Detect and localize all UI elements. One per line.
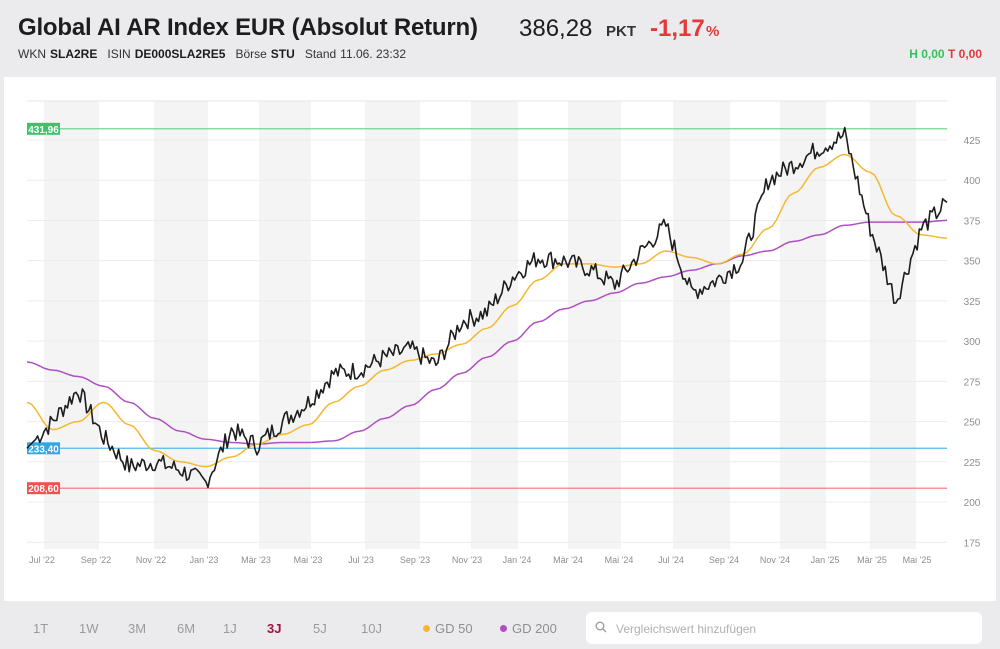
exchange-value: STU	[270, 47, 295, 61]
x-tick-label: Nov '23	[452, 555, 482, 565]
series-gd50	[26, 153, 948, 468]
month-band	[44, 101, 99, 549]
x-tick-label: Jan '25	[811, 555, 840, 565]
y-tick-label: 300	[964, 337, 981, 348]
legend-label: GD 200	[512, 621, 557, 636]
month-band	[259, 101, 311, 549]
series-kurs	[26, 126, 948, 489]
legend-dot-icon	[423, 625, 430, 632]
stand-label: Stand	[304, 47, 337, 61]
chart-area[interactable]: 175 200 225 250 275 300 325 350 375 400 425 Jul '22…	[4, 77, 996, 601]
reference-label: 431,96	[28, 125, 59, 136]
x-tick-label: Sep '22	[81, 555, 111, 565]
low-value: 0,00	[958, 47, 982, 61]
price-chart[interactable]: 175 200 225 250 275 300 325 350 375 400 425 Jul '22…	[4, 77, 996, 601]
instrument-title: Global AI AR Index EUR (Absolut Return)	[18, 14, 478, 41]
x-tick-label: Jul '23	[348, 555, 374, 565]
exchange-label: Börse	[235, 47, 267, 61]
x-tick-label: Sep '23	[400, 555, 430, 565]
y-tick-label: 225	[964, 458, 981, 469]
y-tick-label: 250	[964, 418, 981, 429]
x-tick-label: Nov '22	[136, 555, 166, 565]
instrument-meta: WKN SLA2RE ISIN DE000SLA2RE5 Börse STU Stan…	[18, 47, 410, 61]
legend-gd50[interactable]: GD 50	[423, 621, 473, 636]
search-icon	[595, 621, 607, 633]
y-tick-label: 375	[964, 216, 981, 227]
reference-label: 208,60	[28, 484, 59, 495]
x-tick-label: Jan '23	[190, 555, 219, 565]
y-tick-label: 200	[964, 498, 981, 509]
range-10j[interactable]: 10J	[361, 621, 382, 636]
x-tick-label: Mär '25	[857, 555, 887, 565]
reference-badge-start	[27, 442, 60, 455]
x-tick-label: Mär '23	[241, 555, 271, 565]
range-1w[interactable]: 1W	[79, 621, 99, 636]
x-tick-label: Sep '24	[709, 555, 739, 565]
low-label: T	[947, 47, 956, 61]
compare-search-input[interactable]	[614, 618, 968, 640]
y-tick-label: 400	[964, 176, 981, 187]
price-change-unit: %	[706, 23, 720, 40]
last-price: 386,28	[519, 15, 593, 42]
isin-label: ISIN	[107, 47, 131, 61]
isin-value: DE000SLA2RE5	[134, 47, 226, 61]
quote-header: Global AI AR Index EUR (Absolut Return) …	[0, 0, 1000, 77]
x-tick-label: Mai '25	[903, 555, 932, 565]
reference-badge-max	[27, 122, 60, 135]
y-tick-label: 175	[964, 538, 981, 549]
range-1j[interactable]: 1J	[223, 621, 237, 636]
high-value: 0,00	[921, 47, 945, 61]
month-band	[154, 101, 208, 549]
y-tick-label: 325	[964, 297, 981, 308]
chart-toolbar: 1T 1W 3M 6M 1J 3J 5J 10J GD 50 GD 200	[0, 601, 1000, 649]
month-band	[471, 101, 518, 549]
range-1t[interactable]: 1T	[33, 621, 49, 636]
reference-badge-min	[27, 482, 60, 495]
month-band	[568, 101, 621, 549]
x-tick-label: Jan '24	[503, 555, 532, 565]
y-tick-label: 275	[964, 377, 981, 388]
month-band	[365, 101, 420, 549]
range-3m[interactable]: 3M	[128, 621, 147, 636]
legend-dot-icon	[500, 625, 507, 632]
range-5j[interactable]: 5J	[313, 621, 327, 636]
month-band	[870, 101, 916, 549]
y-tick-label: 350	[964, 257, 981, 268]
high-label: H	[909, 47, 918, 61]
wkn-value: SLA2RE	[50, 47, 98, 61]
compare-search[interactable]	[586, 612, 982, 644]
wkn-label: WKN	[18, 47, 46, 61]
legend-gd200[interactable]: GD 200	[500, 621, 557, 636]
range-3j[interactable]: 3J	[267, 621, 282, 636]
stand-value: 11.06. 23:32	[340, 47, 407, 61]
x-tick-label: Mai '24	[605, 555, 634, 565]
x-tick-label: Mär '24	[553, 555, 583, 565]
month-band	[673, 101, 730, 549]
high-low: H 0,00 T 0,00	[909, 47, 982, 61]
series-gd200	[26, 219, 948, 445]
x-tick-label: Mai '23	[294, 555, 323, 565]
price-unit: PKT	[606, 23, 636, 40]
x-tick-label: Jul '22	[29, 555, 55, 565]
x-tick-label: Nov '24	[760, 555, 790, 565]
legend-label: GD 50	[435, 621, 473, 636]
range-6m[interactable]: 6M	[177, 621, 196, 636]
y-tick-label: 425	[964, 136, 981, 147]
x-tick-label: Jul '24	[658, 555, 684, 565]
reference-label: 233,40	[28, 444, 59, 455]
price-change: -1,17	[650, 15, 705, 42]
